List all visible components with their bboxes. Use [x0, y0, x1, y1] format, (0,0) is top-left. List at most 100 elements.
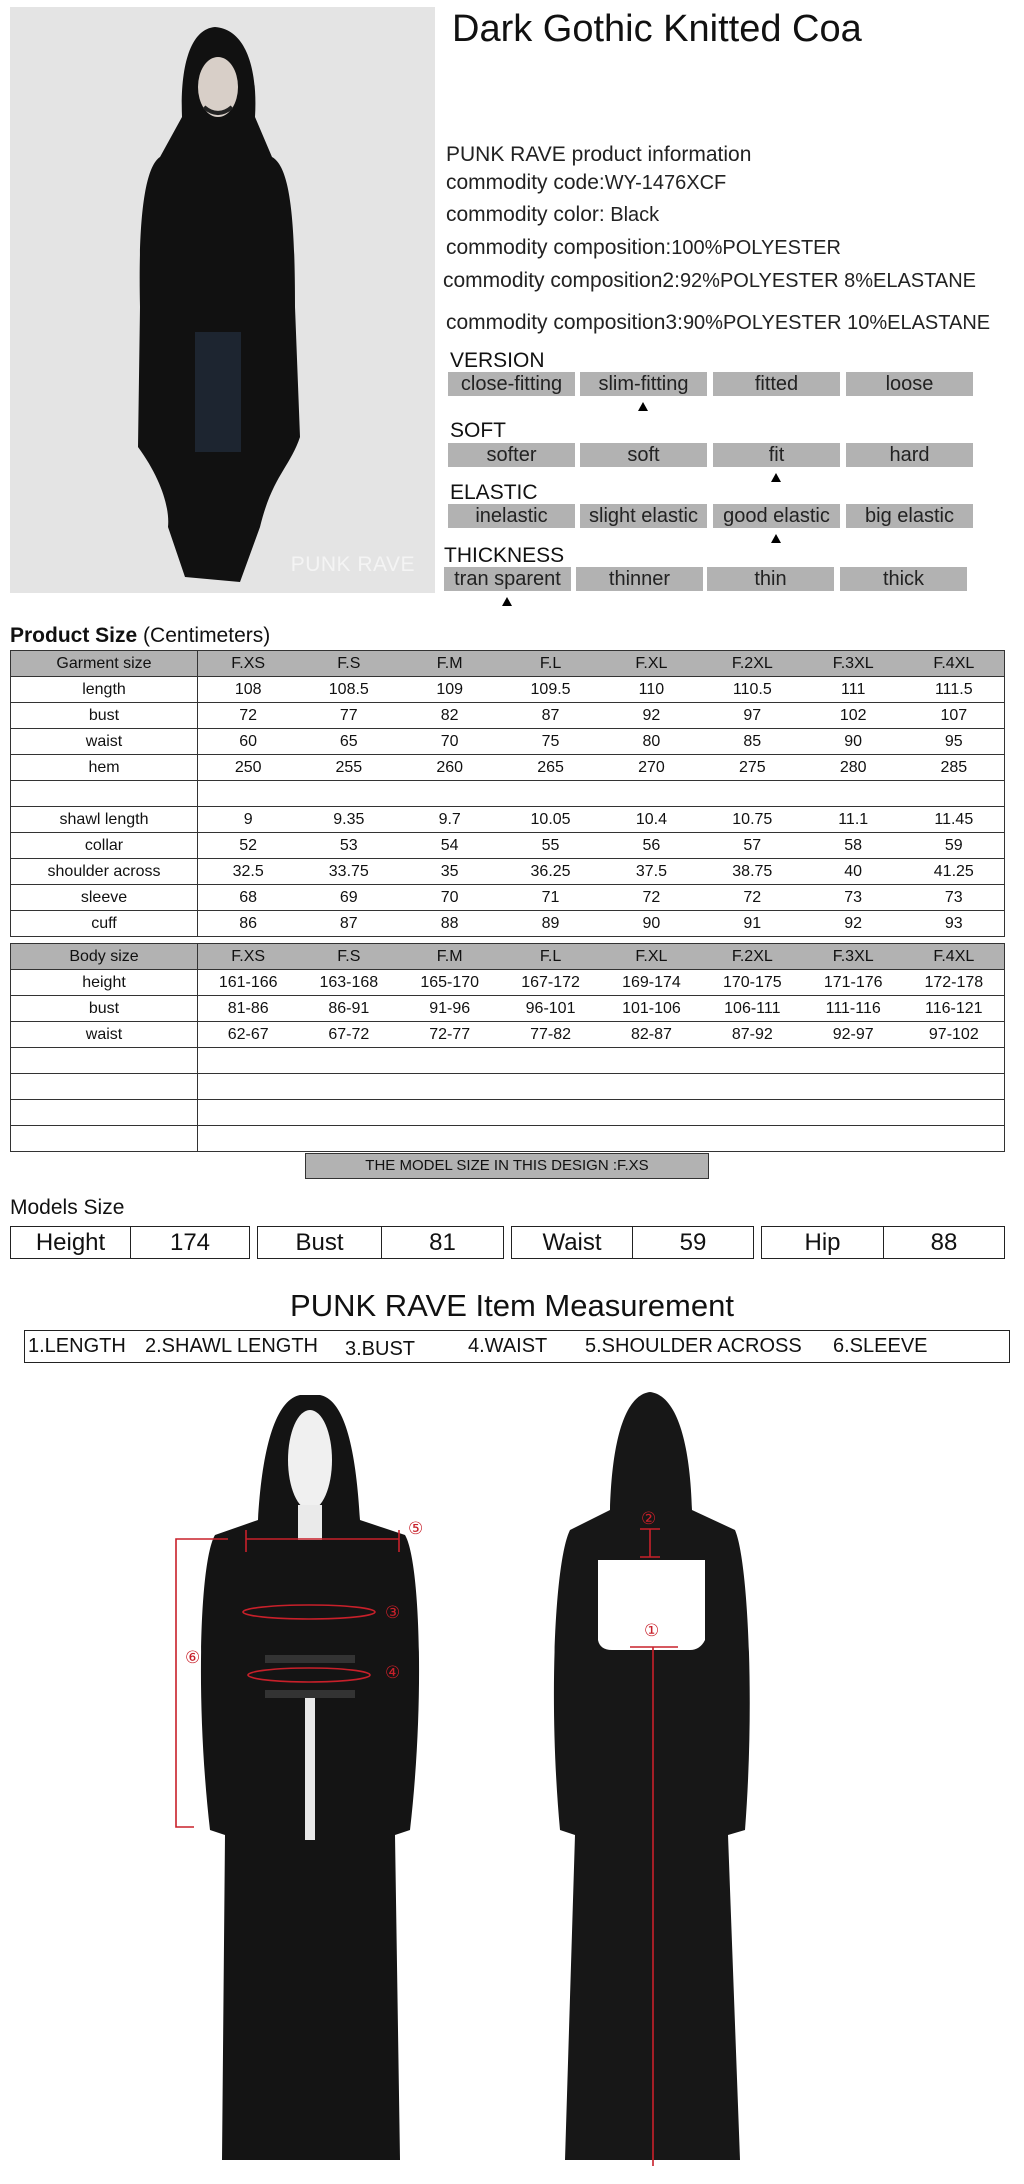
attribute-label-thickness: THICKNESS — [444, 544, 565, 567]
table-row: sleeve 68 69 70 71 72 72 73 73 — [10, 884, 1005, 911]
table-cell: 57 — [701, 832, 803, 859]
table-cell: 250 — [197, 754, 299, 781]
garment-size-table: Garment size F.XS F.S F.M F.L F.XL F.2XL F.3XL F… — [10, 650, 1005, 937]
table-cell: 163-168 — [298, 969, 400, 996]
row-label: waist — [10, 728, 198, 755]
marker-length: ① — [644, 1621, 659, 1640]
row-label — [10, 1099, 198, 1126]
row-label — [10, 1047, 198, 1074]
size-column-header: F.S — [298, 650, 400, 677]
size-column-header: F.L — [500, 650, 601, 677]
table-cell: 111-116 — [802, 995, 904, 1022]
selected-indicator-icon — [638, 402, 648, 411]
table-cell: 82 — [399, 702, 501, 729]
product-photo: PUNK RAVE — [10, 7, 435, 593]
attribute-label-soft: SOFT — [450, 419, 506, 442]
size-column-header: F.XL — [601, 650, 702, 677]
info-value: WY-1476XCF — [604, 172, 727, 194]
table-row: waist 60 65 70 75 80 85 90 95 — [10, 728, 1005, 755]
models-size-value: 59 — [679, 1229, 707, 1256]
size-column-header: F.XS — [197, 650, 299, 677]
attribute-label-version: VERSION — [450, 349, 545, 372]
table-cell: 37.5 — [601, 858, 702, 885]
size-column-header: F.3XL — [802, 943, 904, 970]
table-cell: 107 — [903, 702, 1005, 729]
table-cell: 70 — [399, 728, 501, 755]
row-label: bust — [10, 702, 198, 729]
table-cell: 89 — [500, 910, 601, 937]
product-size-heading: Product Size — [10, 624, 138, 647]
marker-bust: ③ — [385, 1603, 400, 1622]
attribute-option: tran sparent — [444, 567, 571, 591]
table-cell: 87 — [298, 910, 400, 937]
attribute-option: soft — [580, 443, 707, 467]
size-column-header: F.XS — [197, 943, 299, 970]
table-cell: 77 — [298, 702, 400, 729]
model-figure — [138, 27, 300, 582]
table-cell: 35 — [399, 858, 501, 885]
table-cell: 167-172 — [500, 969, 601, 996]
selected-indicator-icon — [771, 473, 781, 482]
models-size-box-height: Height 174 — [10, 1226, 250, 1259]
table-cell: 92 — [802, 910, 904, 937]
info-line: commodity code:WY-1476XCF — [446, 171, 726, 195]
table-row: shawl length 9 9.35 9.7 10.05 10.4 10.75 11.1 11… — [10, 806, 1005, 833]
info-value: 100%POLYESTER — [671, 237, 841, 259]
table-cell: 169-174 — [601, 969, 702, 996]
measurement-item: 3.BUST — [345, 1338, 416, 1360]
table-cell: 275 — [701, 754, 803, 781]
table-header-row: Body size F.XS F.S F.M F.L F.XL F.2XL F.3XL F.4X… — [10, 943, 1005, 970]
table-row: collar 52 53 54 55 56 57 58 59 — [10, 832, 1005, 859]
info-value: 92%POLYESTER 8%ELASTANE — [679, 270, 976, 292]
table-cell: 171-176 — [802, 969, 904, 996]
table-cell: 73 — [802, 884, 904, 911]
table-cell: 172-178 — [903, 969, 1005, 996]
table-cell: 10.05 — [500, 806, 601, 833]
row-label: sleeve — [10, 884, 198, 911]
attribute-option: good elastic — [713, 504, 840, 528]
table-cell: 81-86 — [197, 995, 299, 1022]
table-cell: 72 — [197, 702, 299, 729]
table-cell: 9.7 — [399, 806, 501, 833]
table-cell: 101-106 — [601, 995, 702, 1022]
empty-cell — [197, 1099, 1005, 1126]
empty-cell — [197, 1125, 1005, 1152]
table-row: shoulder across 32.5 33.75 35 36.25 37.5 38.75… — [10, 858, 1005, 885]
attribute-option: thick — [840, 567, 967, 591]
table-cell: 110.5 — [701, 676, 803, 703]
marker-sleeve: ⑥ — [185, 1648, 200, 1667]
table-cell: 9 — [197, 806, 299, 833]
row-label: height — [10, 969, 198, 996]
table-cell: 92-97 — [802, 1021, 904, 1048]
attribute-option: hard — [846, 443, 973, 467]
marker-waist: ④ — [385, 1663, 400, 1682]
table-cell: 111.5 — [903, 676, 1005, 703]
models-size-value: 174 — [169, 1229, 211, 1256]
table-cell: 111 — [802, 676, 904, 703]
table-row — [10, 1125, 1005, 1152]
table-cell: 36.25 — [500, 858, 601, 885]
measurement-item: 1.LENGTH — [28, 1335, 126, 1357]
size-column-header: F.2XL — [701, 650, 803, 677]
models-size-title: Models Size — [10, 1196, 125, 1219]
info-label: commodity composition2: — [443, 269, 680, 292]
garment-diagrams: ⑤ ⑥ ③ ④ ② ① — [175, 1392, 750, 2166]
table-cell: 56 — [601, 832, 702, 859]
table-cell: 109 — [399, 676, 501, 703]
table-cell: 91-96 — [399, 995, 501, 1022]
table-cell: 60 — [197, 728, 299, 755]
info-label: commodity composition: — [446, 236, 672, 259]
table-cell: 87 — [500, 702, 601, 729]
table-cell: 86 — [197, 910, 299, 937]
table-cell: 108.5 — [298, 676, 400, 703]
table-cell: 90 — [601, 910, 702, 937]
product-size-unit: (Centimeters) — [143, 624, 271, 647]
table-cell: 161-166 — [197, 969, 299, 996]
size-column-header: F.XL — [601, 943, 702, 970]
measurement-title: PUNK RAVE Item Measurement — [290, 1288, 734, 1323]
size-column-header: F.2XL — [701, 943, 803, 970]
table-cell: 95 — [903, 728, 1005, 755]
attribute-option: softer — [448, 443, 575, 467]
table-cell: 265 — [500, 754, 601, 781]
table-cell: 68 — [197, 884, 299, 911]
